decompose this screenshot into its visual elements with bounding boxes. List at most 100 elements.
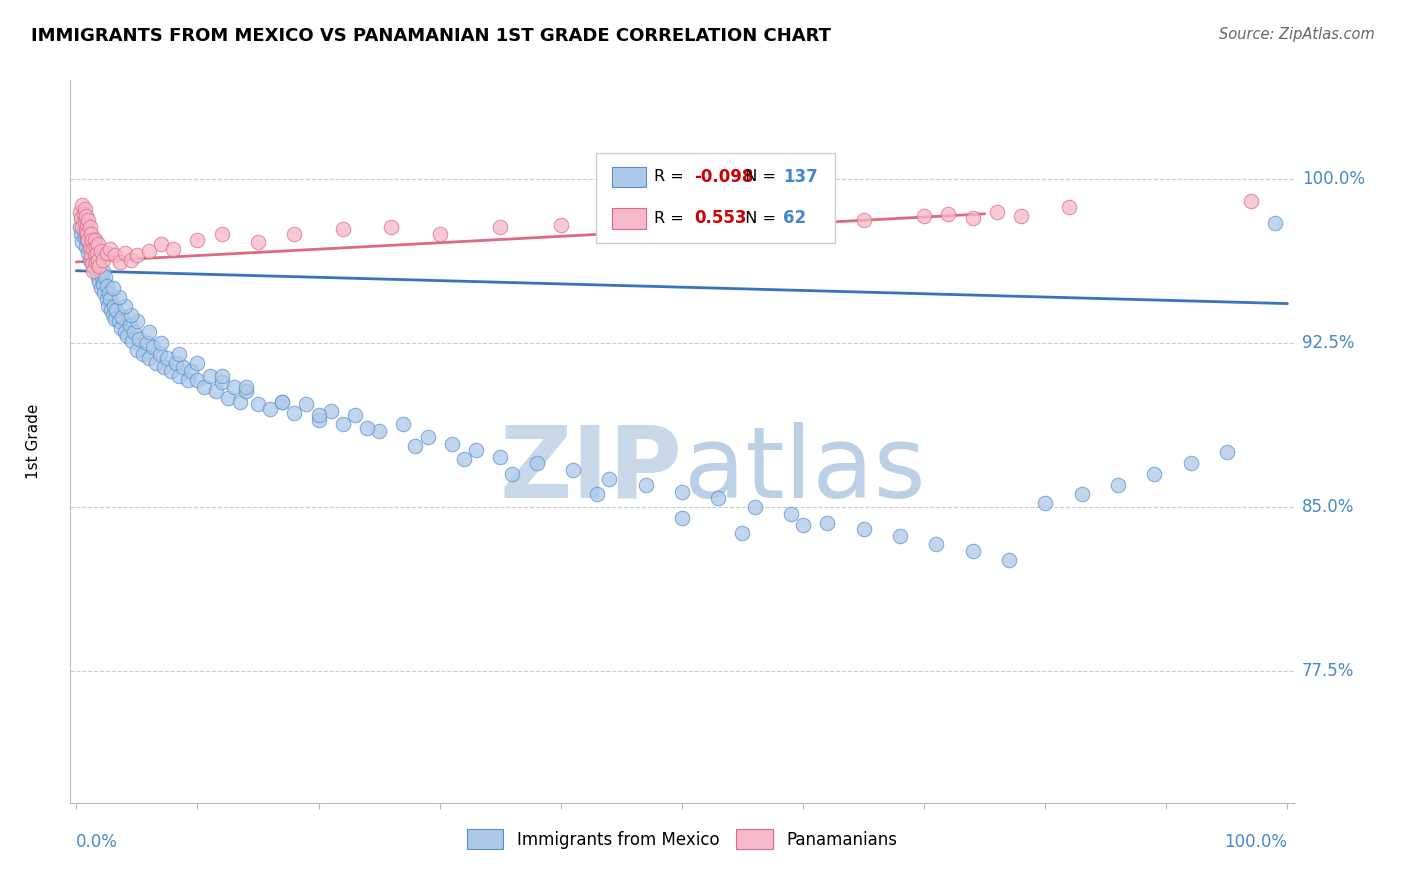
Point: [104, 312, 127, 326]
Point: [308, 412, 330, 426]
Point: [416, 430, 439, 444]
Point: [283, 227, 305, 241]
Point: [77, 213, 100, 227]
Text: atlas: atlas: [685, 422, 927, 519]
Point: [111, 310, 134, 324]
Text: 100.0%: 100.0%: [1225, 833, 1288, 851]
Point: [90, 281, 112, 295]
Point: [104, 248, 127, 262]
Point: [84, 264, 107, 278]
Point: [87, 270, 110, 285]
Point: [744, 500, 766, 515]
Point: [80, 227, 103, 241]
Point: [169, 347, 191, 361]
Point: [72, 235, 94, 250]
Point: [356, 421, 378, 435]
Point: [550, 218, 572, 232]
Text: 1st Grade: 1st Grade: [27, 404, 41, 479]
Point: [77, 227, 100, 241]
Text: 137: 137: [783, 168, 818, 186]
Point: [259, 401, 281, 416]
Point: [91, 264, 114, 278]
Point: [103, 299, 125, 313]
Point: [193, 380, 215, 394]
Point: [90, 266, 112, 280]
Point: [72, 219, 94, 234]
Point: [925, 537, 948, 551]
Point: [84, 240, 107, 254]
Point: [169, 368, 191, 383]
Text: 62: 62: [783, 210, 807, 227]
Point: [96, 246, 118, 260]
Point: [76, 233, 98, 247]
Point: [87, 252, 110, 267]
Point: [912, 209, 935, 223]
Point: [489, 450, 512, 464]
Point: [79, 242, 101, 256]
Point: [211, 376, 233, 390]
Point: [671, 216, 693, 230]
Point: [1240, 194, 1263, 208]
Text: 92.5%: 92.5%: [1302, 334, 1354, 352]
Point: [82, 235, 104, 250]
Point: [76, 218, 98, 232]
Point: [82, 255, 104, 269]
Point: [319, 404, 342, 418]
Point: [186, 233, 208, 247]
Point: [501, 467, 523, 482]
Point: [142, 340, 165, 354]
Point: [308, 409, 330, 423]
Point: [159, 364, 181, 378]
Point: [73, 202, 96, 217]
Point: [217, 391, 239, 405]
Point: [73, 231, 96, 245]
Point: [101, 281, 124, 295]
Point: [125, 343, 148, 357]
Point: [82, 264, 104, 278]
Point: [610, 211, 633, 226]
Point: [792, 207, 814, 221]
Point: [489, 219, 512, 234]
Point: [93, 285, 115, 300]
Point: [83, 233, 105, 247]
Point: [453, 452, 475, 467]
Point: [80, 248, 103, 262]
Text: N =: N =: [734, 169, 780, 185]
Point: [962, 211, 984, 226]
Point: [110, 320, 132, 334]
Point: [332, 417, 354, 431]
Point: [165, 356, 187, 370]
Point: [235, 380, 257, 394]
Point: [150, 336, 173, 351]
Point: [83, 233, 105, 247]
Point: [177, 373, 200, 387]
Text: 85.0%: 85.0%: [1302, 499, 1354, 516]
Point: [89, 275, 111, 289]
Text: 0.553: 0.553: [695, 210, 747, 227]
Point: [125, 314, 148, 328]
Point: [235, 384, 257, 399]
Point: [526, 457, 548, 471]
Point: [149, 347, 172, 361]
Point: [100, 303, 122, 318]
Point: [229, 395, 252, 409]
Text: 100.0%: 100.0%: [1302, 169, 1365, 188]
Point: [343, 409, 366, 423]
Point: [98, 285, 121, 300]
Point: [98, 242, 121, 256]
Point: [115, 329, 138, 343]
Point: [125, 248, 148, 262]
Text: R =: R =: [654, 211, 689, 226]
Point: [90, 270, 112, 285]
Point: [368, 424, 391, 438]
Point: [186, 373, 208, 387]
Point: [70, 211, 93, 226]
Point: [634, 478, 657, 492]
Point: [429, 227, 451, 241]
Point: [247, 235, 270, 250]
Point: [120, 252, 142, 267]
Point: [73, 216, 96, 230]
Point: [82, 233, 104, 247]
Point: [107, 314, 129, 328]
Point: [114, 325, 136, 339]
